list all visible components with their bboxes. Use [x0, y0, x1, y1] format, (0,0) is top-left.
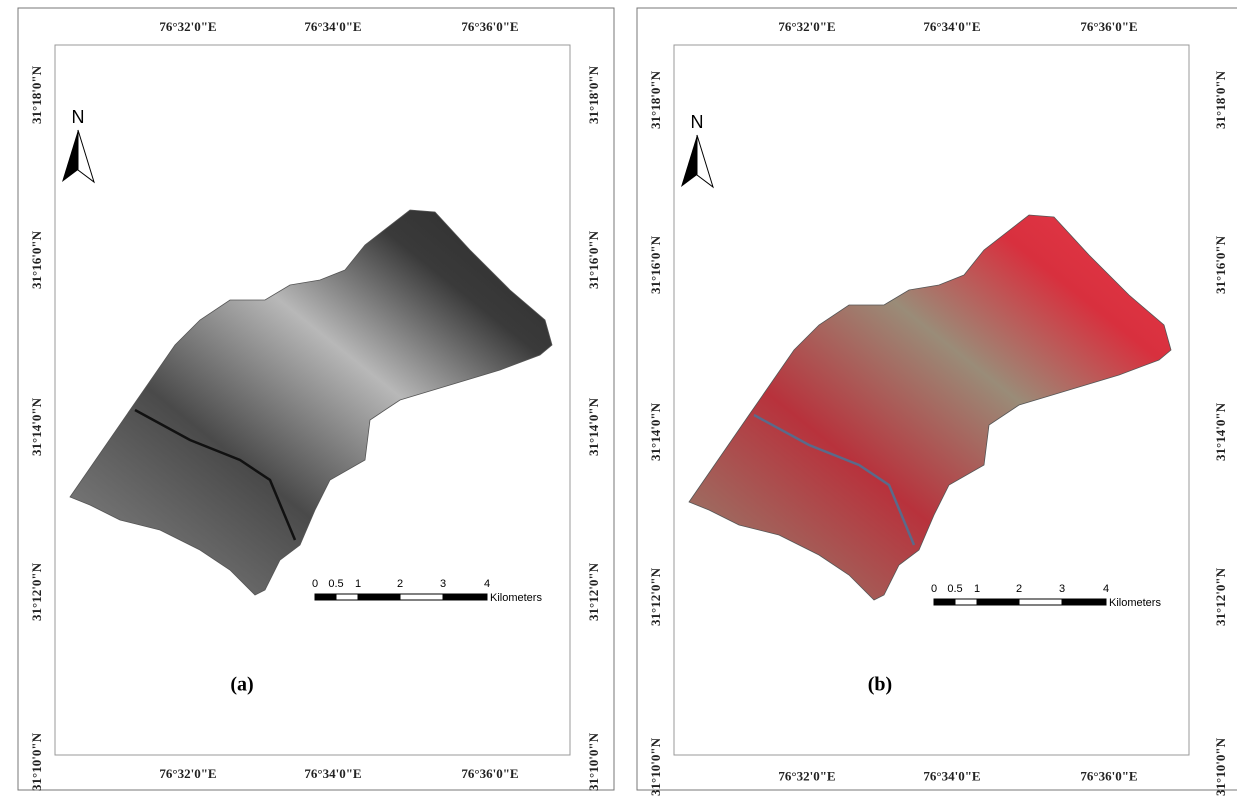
study-area [70, 210, 552, 595]
panel-label: (b) [868, 674, 892, 696]
scale-segment [315, 594, 336, 600]
top-coord-label: 76°36'0"E [461, 19, 518, 34]
scale-tick-label: 0.5 [947, 583, 962, 595]
left-coord-label: 31°10'0"N [29, 732, 44, 791]
scale-segment [443, 594, 487, 600]
scale-segment [977, 599, 1019, 605]
scale-unit: Kilometers [1109, 597, 1161, 609]
panel-label: (a) [230, 674, 253, 696]
top-coord-label: 76°32'0"E [159, 19, 216, 34]
scale-tick-label: 0 [931, 583, 937, 595]
north-arrow-right [78, 130, 94, 182]
north-label: N [691, 112, 704, 132]
scale-segment [1062, 599, 1106, 605]
bottom-coord-label: 76°34'0"E [923, 768, 980, 783]
bottom-coord-label: 76°36'0"E [461, 766, 518, 781]
right-coord-label: 31°14'0"N [1213, 402, 1228, 461]
right-coord-label: 31°16'0"N [1213, 235, 1228, 294]
scale-tick-label: 0 [312, 578, 318, 590]
scale-segment [336, 594, 358, 600]
bottom-coord-label: 76°36'0"E [1080, 768, 1137, 783]
right-coord-label: 31°12'0"N [1213, 567, 1228, 626]
scale-tick-label: 3 [440, 578, 446, 590]
scale-segment [934, 599, 955, 605]
right-coord-label: 31°10'0"N [1213, 737, 1228, 796]
map-panel: 76°32'0"E 76°34'0"E 76°36'0"E 76°32'0"E 76°3… [18, 8, 614, 791]
study-area [689, 215, 1171, 600]
scale-segment [955, 599, 977, 605]
scale-segment [400, 594, 443, 600]
scale-tick-label: 2 [1016, 583, 1022, 595]
scale-tick-label: 1 [355, 578, 361, 590]
left-coord-label: 31°10'0"N [648, 737, 663, 796]
right-coord-label: 31°10'0"N [586, 732, 601, 791]
left-coord-label: 31°14'0"N [648, 402, 663, 461]
left-coord-label: 31°18'0"N [29, 65, 44, 124]
bottom-coord-label: 76°34'0"E [304, 766, 361, 781]
scale-segment [1019, 599, 1062, 605]
scale-tick-label: 4 [1103, 583, 1109, 595]
map-panel: 76°32'0"E 76°34'0"E 76°36'0"E 76°32'0"E 76°3… [637, 8, 1237, 796]
top-coord-label: 76°34'0"E [923, 19, 980, 34]
north-arrow-left [681, 135, 697, 187]
top-coord-label: 76°32'0"E [778, 19, 835, 34]
top-coord-label: 76°34'0"E [304, 19, 361, 34]
right-coord-label: 31°16'0"N [586, 230, 601, 289]
figure: 76°32'0"E 76°34'0"E 76°36'0"E 76°32'0"E 76°3… [0, 0, 1237, 796]
top-coord-label: 76°36'0"E [1080, 19, 1137, 34]
north-arrow-right [697, 135, 713, 187]
right-coord-label: 31°12'0"N [586, 562, 601, 621]
scale-unit: Kilometers [490, 592, 542, 604]
left-coord-label: 31°14'0"N [29, 397, 44, 456]
scale-tick-label: 1 [974, 583, 980, 595]
north-label: N [72, 107, 85, 127]
left-coord-label: 31°18'0"N [648, 70, 663, 129]
scale-tick-label: 3 [1059, 583, 1065, 595]
right-coord-label: 31°14'0"N [586, 397, 601, 456]
scale-tick-label: 0.5 [328, 578, 343, 590]
left-coord-label: 31°16'0"N [648, 235, 663, 294]
bottom-coord-label: 76°32'0"E [778, 768, 835, 783]
scale-tick-label: 2 [397, 578, 403, 590]
left-coord-label: 31°12'0"N [648, 567, 663, 626]
scale-tick-label: 4 [484, 578, 490, 590]
scale-segment [358, 594, 400, 600]
right-coord-label: 31°18'0"N [1213, 70, 1228, 129]
right-coord-label: 31°18'0"N [586, 65, 601, 124]
left-coord-label: 31°12'0"N [29, 562, 44, 621]
north-arrow-left [62, 130, 78, 182]
left-coord-label: 31°16'0"N [29, 230, 44, 289]
bottom-coord-label: 76°32'0"E [159, 766, 216, 781]
